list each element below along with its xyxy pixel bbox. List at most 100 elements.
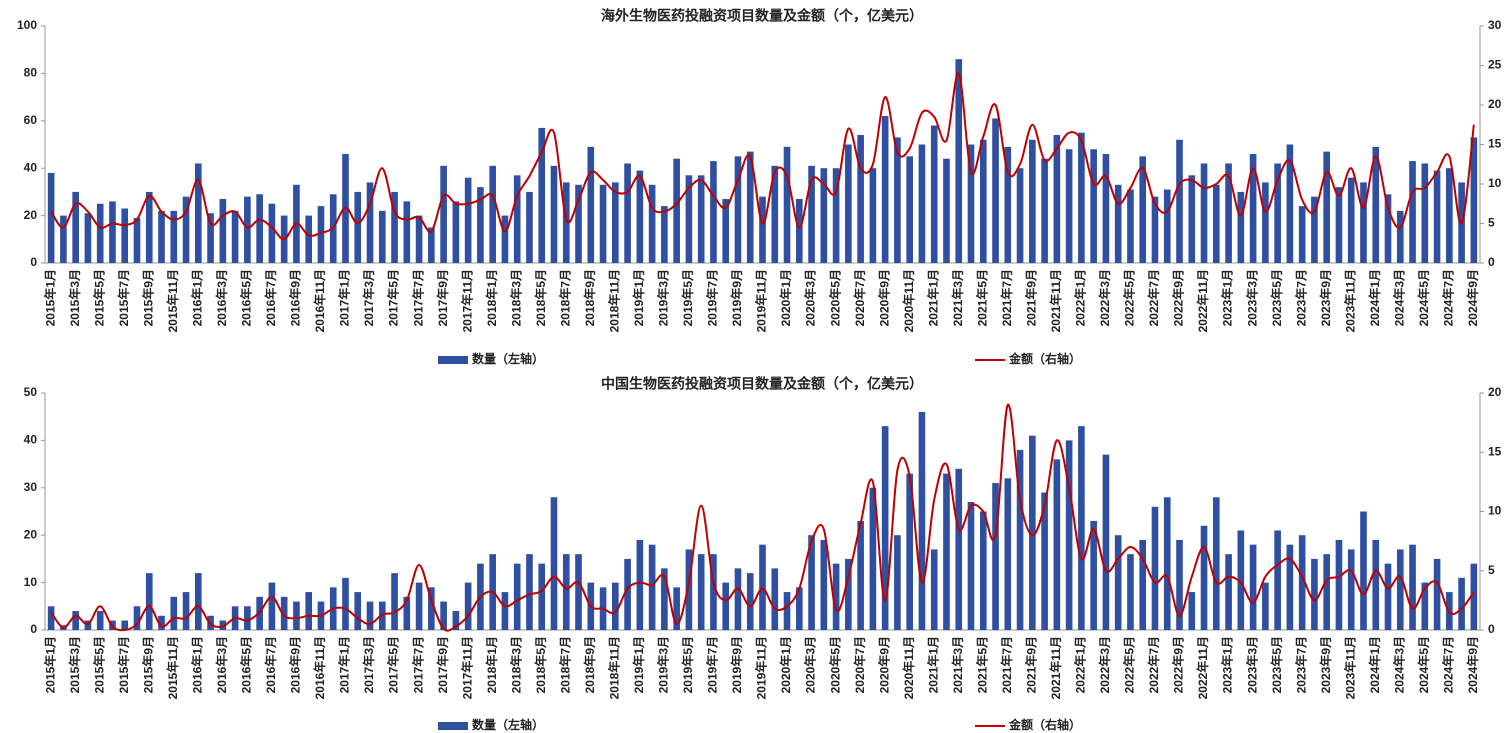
bar [1421, 163, 1429, 263]
x-tick-label: 2021年1月 [925, 269, 940, 326]
x-tick-label: 2018年1月 [484, 269, 499, 326]
x-tick-label: 2023年3月 [1244, 269, 1259, 326]
bar [562, 554, 570, 630]
line [50, 403, 1475, 632]
bar [1372, 146, 1380, 263]
x-tick-label: 2021年11月 [1048, 636, 1063, 699]
bar [1298, 535, 1306, 630]
bar [734, 568, 742, 630]
x-tick-label: 2024年9月 [1465, 636, 1480, 693]
x-tick-label: 2015年7月 [116, 636, 131, 693]
bar [979, 139, 987, 263]
bar [1212, 184, 1220, 263]
bar [955, 468, 963, 630]
bar [1347, 549, 1355, 630]
bar [391, 191, 398, 263]
bar [918, 411, 926, 630]
chart-panel: 中国生物医药投融资项目数量及金额（个，亿美元） 0 10 20 30 40 50 0 5 10 15… [24, 376, 1502, 732]
bar [550, 165, 558, 263]
bar [440, 601, 447, 630]
bar [1409, 161, 1416, 263]
bar [575, 184, 582, 263]
bar [354, 191, 362, 263]
bar [624, 558, 631, 630]
bar [1360, 182, 1367, 263]
x-tick-label: 2015年9月 [140, 636, 155, 693]
bar [1262, 582, 1269, 630]
y2-tick-label: 10 [1488, 176, 1502, 190]
bar [1286, 144, 1294, 263]
x-tick-label: 2021年11月 [1048, 269, 1063, 332]
bar [182, 196, 190, 263]
x-tick-label: 2015年11月 [165, 269, 180, 332]
bar [305, 592, 313, 630]
bar [415, 215, 423, 263]
bar [489, 165, 496, 263]
x-tick-label: 2017年5月 [386, 636, 401, 693]
x-tick-label: 2015年3月 [67, 636, 82, 693]
bar [808, 165, 815, 263]
x-tick-label: 2015年7月 [116, 269, 131, 326]
x-tick-label: 2020年11月 [901, 636, 916, 699]
bar [1360, 511, 1367, 630]
x-tick-label: 2018年7月 [557, 636, 572, 693]
x-tick-label: 2023年9月 [1318, 269, 1333, 326]
bar [1396, 549, 1404, 630]
bar [612, 182, 619, 263]
y-tick-label: 30 [24, 480, 38, 494]
bar [783, 146, 791, 263]
legend-label: 金额（右轴） [1008, 351, 1081, 366]
bar [1274, 530, 1281, 630]
bar [109, 201, 116, 263]
bar [538, 127, 546, 263]
x-tick-label: 2021年3月 [950, 636, 965, 693]
bar [1041, 158, 1048, 263]
bar [1176, 139, 1183, 263]
x-tick-label: 2019年5月 [680, 269, 695, 326]
bar [1114, 535, 1122, 630]
chart-title: 海外生物医药投融资项目数量及金额（个，亿美元） [601, 8, 923, 24]
x-tick-label: 2024年5月 [1416, 636, 1431, 693]
x-tick-label: 2021年9月 [1024, 636, 1039, 693]
bar [452, 611, 460, 630]
bar [464, 177, 472, 263]
bar [158, 210, 165, 263]
bar [170, 210, 178, 263]
bar [464, 582, 472, 630]
bar [1016, 449, 1024, 630]
bar [403, 201, 411, 263]
x-tick-label: 2020年11月 [901, 269, 916, 332]
bar [195, 163, 202, 263]
x-tick-label: 2019年1月 [631, 269, 646, 326]
bar [538, 563, 546, 630]
chart-title: 中国生物医药投融资项目数量及金额（个，亿美元） [601, 376, 923, 392]
x-tick-label: 2018年3月 [508, 636, 523, 693]
x-tick-label: 2024年1月 [1367, 269, 1382, 326]
bar [992, 483, 999, 630]
bar [207, 213, 214, 263]
x-tick-label: 2023年7月 [1293, 269, 1308, 326]
bar [1335, 539, 1343, 630]
bar [1090, 149, 1097, 263]
bar [1176, 539, 1183, 630]
bar [501, 215, 509, 263]
x-tick-label: 2023年7月 [1293, 636, 1308, 693]
bar [857, 520, 864, 630]
bar [930, 125, 938, 263]
bar [1372, 539, 1380, 630]
bar [378, 210, 386, 263]
bar [256, 194, 263, 263]
bar [513, 175, 521, 263]
x-tick-label: 2020年9月 [876, 269, 891, 326]
bar [734, 156, 742, 263]
bar [145, 573, 153, 630]
y2-tick-label: 15 [1488, 444, 1502, 458]
bar [60, 215, 67, 263]
x-tick-label: 2017年3月 [361, 636, 376, 693]
bar [244, 196, 251, 263]
x-tick-label: 2015年1月 [42, 636, 57, 693]
legend-label: 金额（右轴） [1008, 717, 1081, 732]
bar [501, 592, 509, 630]
bar [820, 168, 828, 263]
y2-tick-label: 20 [1488, 97, 1502, 111]
